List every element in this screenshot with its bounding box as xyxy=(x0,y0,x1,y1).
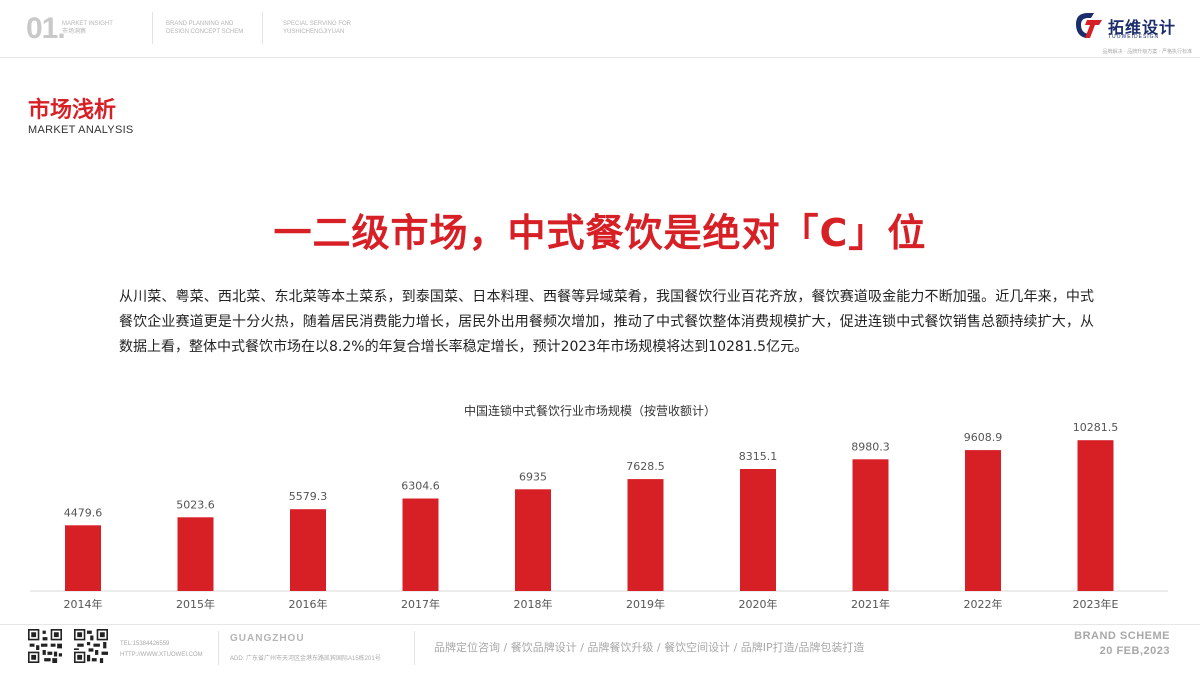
bar-2022年 xyxy=(965,450,1001,591)
bar-2018年 xyxy=(515,489,551,591)
footer-divider xyxy=(414,631,415,665)
qr-code-icon[interactable] xyxy=(74,629,108,663)
bar-2017年 xyxy=(402,498,439,591)
x-tick-label: 2023年E xyxy=(1073,597,1119,611)
header-cell-line: DESIGN CONCEPT SCHEM xyxy=(166,29,244,35)
page-header: 01. MARKET INSIGHT 市场洞察 BRAND PLANNING A… xyxy=(0,0,1200,58)
bar-value-label: 6935 xyxy=(519,470,547,483)
bar-value-label: 6304.6 xyxy=(401,480,440,493)
footer-address: ADD: 广东省广州市天河区金港东路凯宾国际A15栋201号 xyxy=(230,656,381,662)
tuowei-logo-icon xyxy=(1076,13,1102,38)
bar-value-label: 5579.3 xyxy=(289,490,328,503)
header-cell-line: MARKET INSIGHT xyxy=(62,21,113,27)
x-tick-label: 2014年 xyxy=(64,597,103,611)
x-tick-label: 2021年 xyxy=(851,597,890,611)
bar-value-label: 7628.5 xyxy=(626,460,665,473)
bar-2016年 xyxy=(290,509,326,591)
x-tick-label: 2019年 xyxy=(626,597,665,611)
qr-code-icon[interactable] xyxy=(28,629,62,663)
logo-subtitle: TUOWEIDESIGN xyxy=(1108,34,1160,40)
header-cell-brand-planning: BRAND PLANNING AND DESIGN CONCEPT SCHEM xyxy=(166,20,243,36)
header-cell-special-serving: SPECIAL SERVING FOR YUSHICHENGJIYUAN xyxy=(283,20,351,36)
footer-brand-date: 20 FEB,2023 xyxy=(1099,645,1170,657)
chart-title: 中国连锁中式餐饮行业市场规模（按营收额计） xyxy=(464,403,716,418)
bar-2015年 xyxy=(177,517,214,591)
x-tick-label: 2015年 xyxy=(176,597,215,611)
x-tick-label: 2022年 xyxy=(964,597,1003,611)
bar-value-label: 8315.1 xyxy=(739,450,778,463)
section-title: 市场浅析 xyxy=(28,98,117,123)
footer-city: GUANGZHOU xyxy=(230,633,305,644)
header-cell-line: BRAND PLANNING AND xyxy=(166,21,234,27)
logo-name: 拓维设计 xyxy=(1108,18,1177,37)
page-footer: TEL:15384426559 HTTP://WWW.XTUOWEI.COM G… xyxy=(0,624,1200,675)
bar-value-label: 9608.9 xyxy=(964,431,1003,444)
header-cell-market-insight: MARKET INSIGHT 市场洞察 xyxy=(62,20,113,36)
brand-logo[interactable]: 拓维设计 TUOWEIDESIGN 品牌解决 · 品牌升级方案 · 严格执行标准 xyxy=(1072,8,1192,56)
x-tick-label: 2016年 xyxy=(289,597,328,611)
bar-value-label: 4479.6 xyxy=(64,506,103,519)
header-cell-line: 市场洞察 xyxy=(62,29,87,35)
header-cell-line: YUSHICHENGJIYUAN xyxy=(283,29,345,35)
bar-value-label: 5023.6 xyxy=(176,498,215,511)
bar-value-label: 10281.5 xyxy=(1073,421,1119,434)
header-divider xyxy=(152,12,153,44)
page-number: 01. xyxy=(26,12,66,45)
bar-2019年 xyxy=(627,479,664,591)
market-size-bar-chart: 中国连锁中式餐饮行业市场规模（按营收额计） 4479.6 2014年 5023.6 2… xyxy=(30,403,1168,611)
bar-2023年E xyxy=(1077,440,1114,591)
footer-tel: TEL:15384426559 xyxy=(120,641,170,647)
x-tick-label: 2018年 xyxy=(514,597,553,611)
headline: 一二级市场，中式餐饮是绝对「C」位 xyxy=(273,211,927,255)
footer-website[interactable]: HTTP://WWW.XTUOWEI.COM xyxy=(120,652,203,658)
bar-2014年 xyxy=(65,525,101,591)
footer-services: 品牌定位咨询 / 餐饮品牌设计 / 品牌餐饮升级 / 餐饮空间设计 / 品牌IP… xyxy=(434,641,865,654)
footer-brand-scheme: BRAND SCHEME 20 FEB,2023 xyxy=(1074,629,1170,659)
header-cell-line: SPECIAL SERVING FOR xyxy=(283,21,352,27)
bar-value-label: 8980.3 xyxy=(851,440,890,453)
header-divider xyxy=(262,12,263,44)
bar-2021年 xyxy=(852,459,889,591)
logo-slogan: 品牌解决 · 品牌升级方案 · 严格执行标准 xyxy=(1102,49,1192,55)
section-subtitle: MARKET ANALYSIS xyxy=(28,124,134,136)
body-paragraph: 从川菜、粤菜、西北菜、东北菜等本土菜系，到泰国菜、日本料理、西餐等异域菜肴，我国… xyxy=(119,289,1094,355)
footer-divider xyxy=(218,631,219,665)
footer-brand-title: BRAND SCHEME xyxy=(1074,630,1170,642)
bar-2020年 xyxy=(740,469,776,591)
x-tick-label: 2020年 xyxy=(739,597,778,611)
x-tick-label: 2017年 xyxy=(401,597,440,611)
